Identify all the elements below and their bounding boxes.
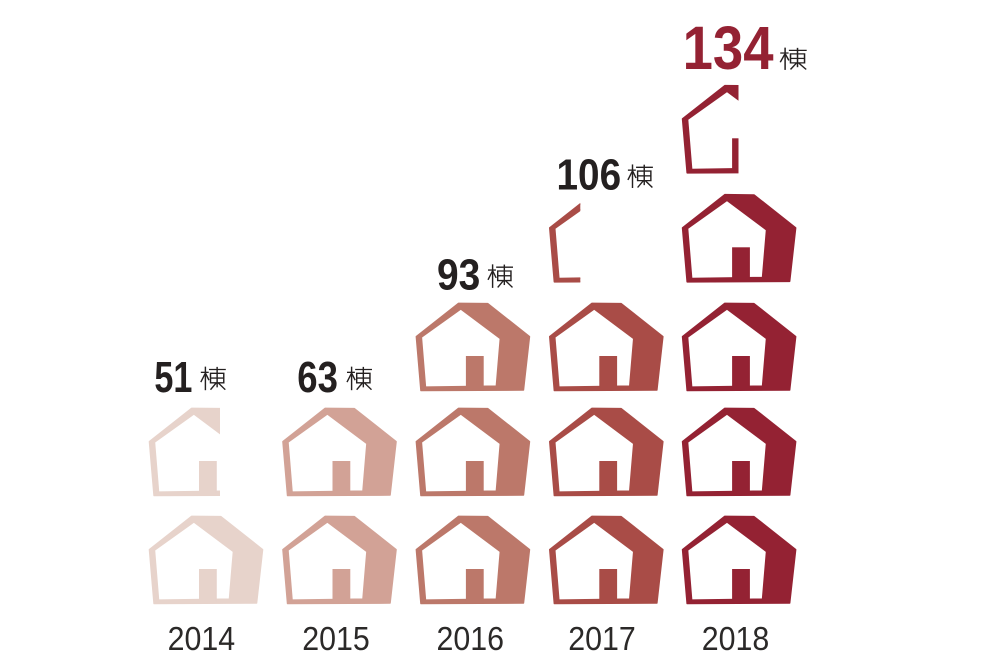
svg-text:2015: 2015 [302,621,370,658]
svg-text:2014: 2014 [168,621,236,658]
svg-text:93: 93 [437,251,480,300]
svg-text:51: 51 [154,353,192,402]
svg-text:134: 134 [683,14,774,82]
svg-text:106: 106 [557,151,622,200]
svg-text:2018: 2018 [702,621,770,658]
svg-text:2017: 2017 [568,621,636,658]
svg-text:2016: 2016 [436,621,504,658]
svg-text:63: 63 [297,353,338,402]
